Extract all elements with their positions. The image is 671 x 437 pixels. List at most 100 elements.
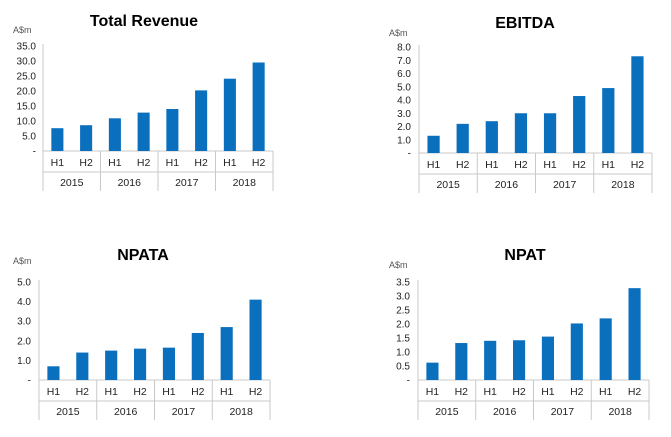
total-revenue-x-group-label: 2017 xyxy=(175,177,199,189)
npat-bar xyxy=(599,318,612,380)
chart-npata: NPATA A$m - 1.0 2.0 3.0 4.0 5.0 H1 H2 H1 H2 H1 H2 H1 H2… xyxy=(0,232,300,437)
npat-x-tick-label: H1 xyxy=(599,386,613,398)
npata-x-group-label: 2018 xyxy=(229,406,253,418)
chart-npata-svg: NPATA A$m - 1.0 2.0 3.0 4.0 5.0 H1 H2 H1 H2 H1 H2 H1 H2… xyxy=(13,247,271,420)
ebitda-x-group-label: 2018 xyxy=(611,179,635,191)
total-revenue-bar xyxy=(195,90,208,151)
npat-x-tick-label: H2 xyxy=(455,386,469,398)
total-revenue-y-tick-label: 35.0 xyxy=(17,42,37,53)
ebitda-y-tick-label: 2.0 xyxy=(397,122,411,133)
npat-y-tick-label: 1.5 xyxy=(396,334,410,345)
total-revenue-y-tick-label: 5.0 xyxy=(22,132,36,143)
ebitda-y-tick-label: - xyxy=(408,149,411,160)
npata-bar xyxy=(47,366,60,380)
npat-bar xyxy=(541,336,555,380)
npata-x-tick-label: H1 xyxy=(104,386,118,398)
npat-y-tick-label: 3.0 xyxy=(396,292,410,303)
total-revenue-bar xyxy=(108,118,121,151)
npat-bar xyxy=(512,340,526,380)
ebitda-bar xyxy=(427,135,440,153)
npat-bar xyxy=(570,323,583,380)
total-revenue-bar xyxy=(51,128,64,151)
npata-x-tick-label: H1 xyxy=(162,386,176,398)
npat-x-group-label: 2018 xyxy=(608,406,632,418)
ebitda-x-tick-label: H1 xyxy=(485,159,499,171)
total-revenue-x-tick-label: H2 xyxy=(137,157,151,169)
npat-y-unit-label: A$m xyxy=(389,260,408,270)
total-revenue-x-tick-label: H1 xyxy=(51,157,65,169)
chart-ebitda-svg: EBITDA A$m - 1.0 2.0 3.0 4.0 5.0 6.0 7.0 8.0 H1 H2 H1… xyxy=(389,15,653,193)
ebitda-x-tick-label: H2 xyxy=(631,159,645,171)
chart-total-revenue: Total Revenue A$m - 5.0 10.0 15.0 20.0 25.0 30.0… xyxy=(0,0,300,210)
npat-y-tick-label: 2.5 xyxy=(396,306,410,317)
npata-x-tick-label: H1 xyxy=(47,386,61,398)
npat-x-tick-label: H2 xyxy=(512,386,526,398)
ebitda-x-tick-label: H1 xyxy=(543,159,557,171)
npat-y-tick-label: 2.0 xyxy=(396,320,410,331)
total-revenue-title: Total Revenue xyxy=(90,13,198,30)
npata-x-group-label: 2016 xyxy=(114,406,138,418)
ebitda-y-unit-label: A$m xyxy=(389,28,408,38)
npat-x-tick-label: H1 xyxy=(426,386,440,398)
npat-x-group-label: 2017 xyxy=(551,406,575,418)
ebitda-x-tick-label: H1 xyxy=(427,159,441,171)
npata-bar xyxy=(249,299,262,380)
total-revenue-x-tick-label: H1 xyxy=(223,157,237,169)
total-revenue-y-tick-label: 20.0 xyxy=(17,87,37,98)
npat-y-tick-label: 0.5 xyxy=(396,362,410,373)
ebitda-x-group-label: 2017 xyxy=(553,179,577,191)
ebitda-bar xyxy=(573,96,586,153)
total-revenue-x-group-label: 2016 xyxy=(118,177,142,189)
total-revenue-y-tick-label: 15.0 xyxy=(17,102,37,113)
ebitda-bar xyxy=(456,123,469,153)
npata-bar xyxy=(105,350,118,380)
npat-title: NPAT xyxy=(504,247,545,264)
ebitda-y-tick-label: 8.0 xyxy=(397,43,411,54)
npat-x-tick-label: H2 xyxy=(628,386,642,398)
ebitda-x-tick-label: H2 xyxy=(456,159,470,171)
ebitda-y-tick-label: 5.0 xyxy=(397,82,411,93)
npat-bar xyxy=(426,362,439,380)
npata-bar xyxy=(133,348,147,380)
chart-ebitda: EBITDA A$m - 1.0 2.0 3.0 4.0 5.0 6.0 7.0 8.0 H1 H2 H1… xyxy=(375,0,671,210)
total-revenue-y-tick-label: - xyxy=(33,147,36,158)
npata-bar xyxy=(220,327,233,380)
ebitda-title: EBITDA xyxy=(495,15,555,32)
total-revenue-x-tick-label: H2 xyxy=(194,157,208,169)
npata-y-tick-label: 3.0 xyxy=(17,317,31,328)
npat-x-tick-label: H1 xyxy=(541,386,555,398)
total-revenue-x-tick-label: H1 xyxy=(108,157,122,169)
ebitda-x-group-label: 2015 xyxy=(436,179,460,191)
npat-bar xyxy=(628,288,641,380)
npata-y-tick-label: - xyxy=(28,376,31,387)
total-revenue-y-tick-label: 25.0 xyxy=(17,72,37,83)
npata-y-tick-label: 1.0 xyxy=(17,356,31,367)
npata-x-group-label: 2015 xyxy=(56,406,80,418)
ebitda-bar xyxy=(631,56,644,153)
total-revenue-x-tick-label: H2 xyxy=(252,157,266,169)
ebitda-y-tick-label: 1.0 xyxy=(397,135,411,146)
total-revenue-y-tick-label: 30.0 xyxy=(17,57,37,68)
ebitda-y-tick-label: 6.0 xyxy=(397,69,411,80)
npat-x-group-label: 2015 xyxy=(435,406,459,418)
ebitda-y-tick-label: 4.0 xyxy=(397,96,411,107)
total-revenue-y-tick-label: 10.0 xyxy=(17,117,37,128)
npata-y-unit-label: A$m xyxy=(13,256,32,266)
ebitda-bar xyxy=(485,121,498,153)
npat-x-group-label: 2016 xyxy=(493,406,517,418)
npat-bar xyxy=(455,343,468,380)
total-revenue-bar xyxy=(80,125,93,151)
ebitda-x-tick-label: H2 xyxy=(514,159,528,171)
npat-x-tick-label: H1 xyxy=(483,386,497,398)
npata-x-group-label: 2017 xyxy=(172,406,196,418)
npata-bar xyxy=(76,352,89,380)
ebitda-y-tick-label: 3.0 xyxy=(397,109,411,120)
npat-x-tick-label: H2 xyxy=(570,386,584,398)
total-revenue-bar xyxy=(252,62,265,151)
ebitda-bar xyxy=(514,113,528,153)
total-revenue-x-tick-label: H1 xyxy=(166,157,180,169)
ebitda-bar xyxy=(602,88,615,153)
npat-y-tick-label: 3.5 xyxy=(396,278,410,289)
ebitda-bar xyxy=(543,113,557,153)
ebitda-x-tick-label: H2 xyxy=(572,159,586,171)
